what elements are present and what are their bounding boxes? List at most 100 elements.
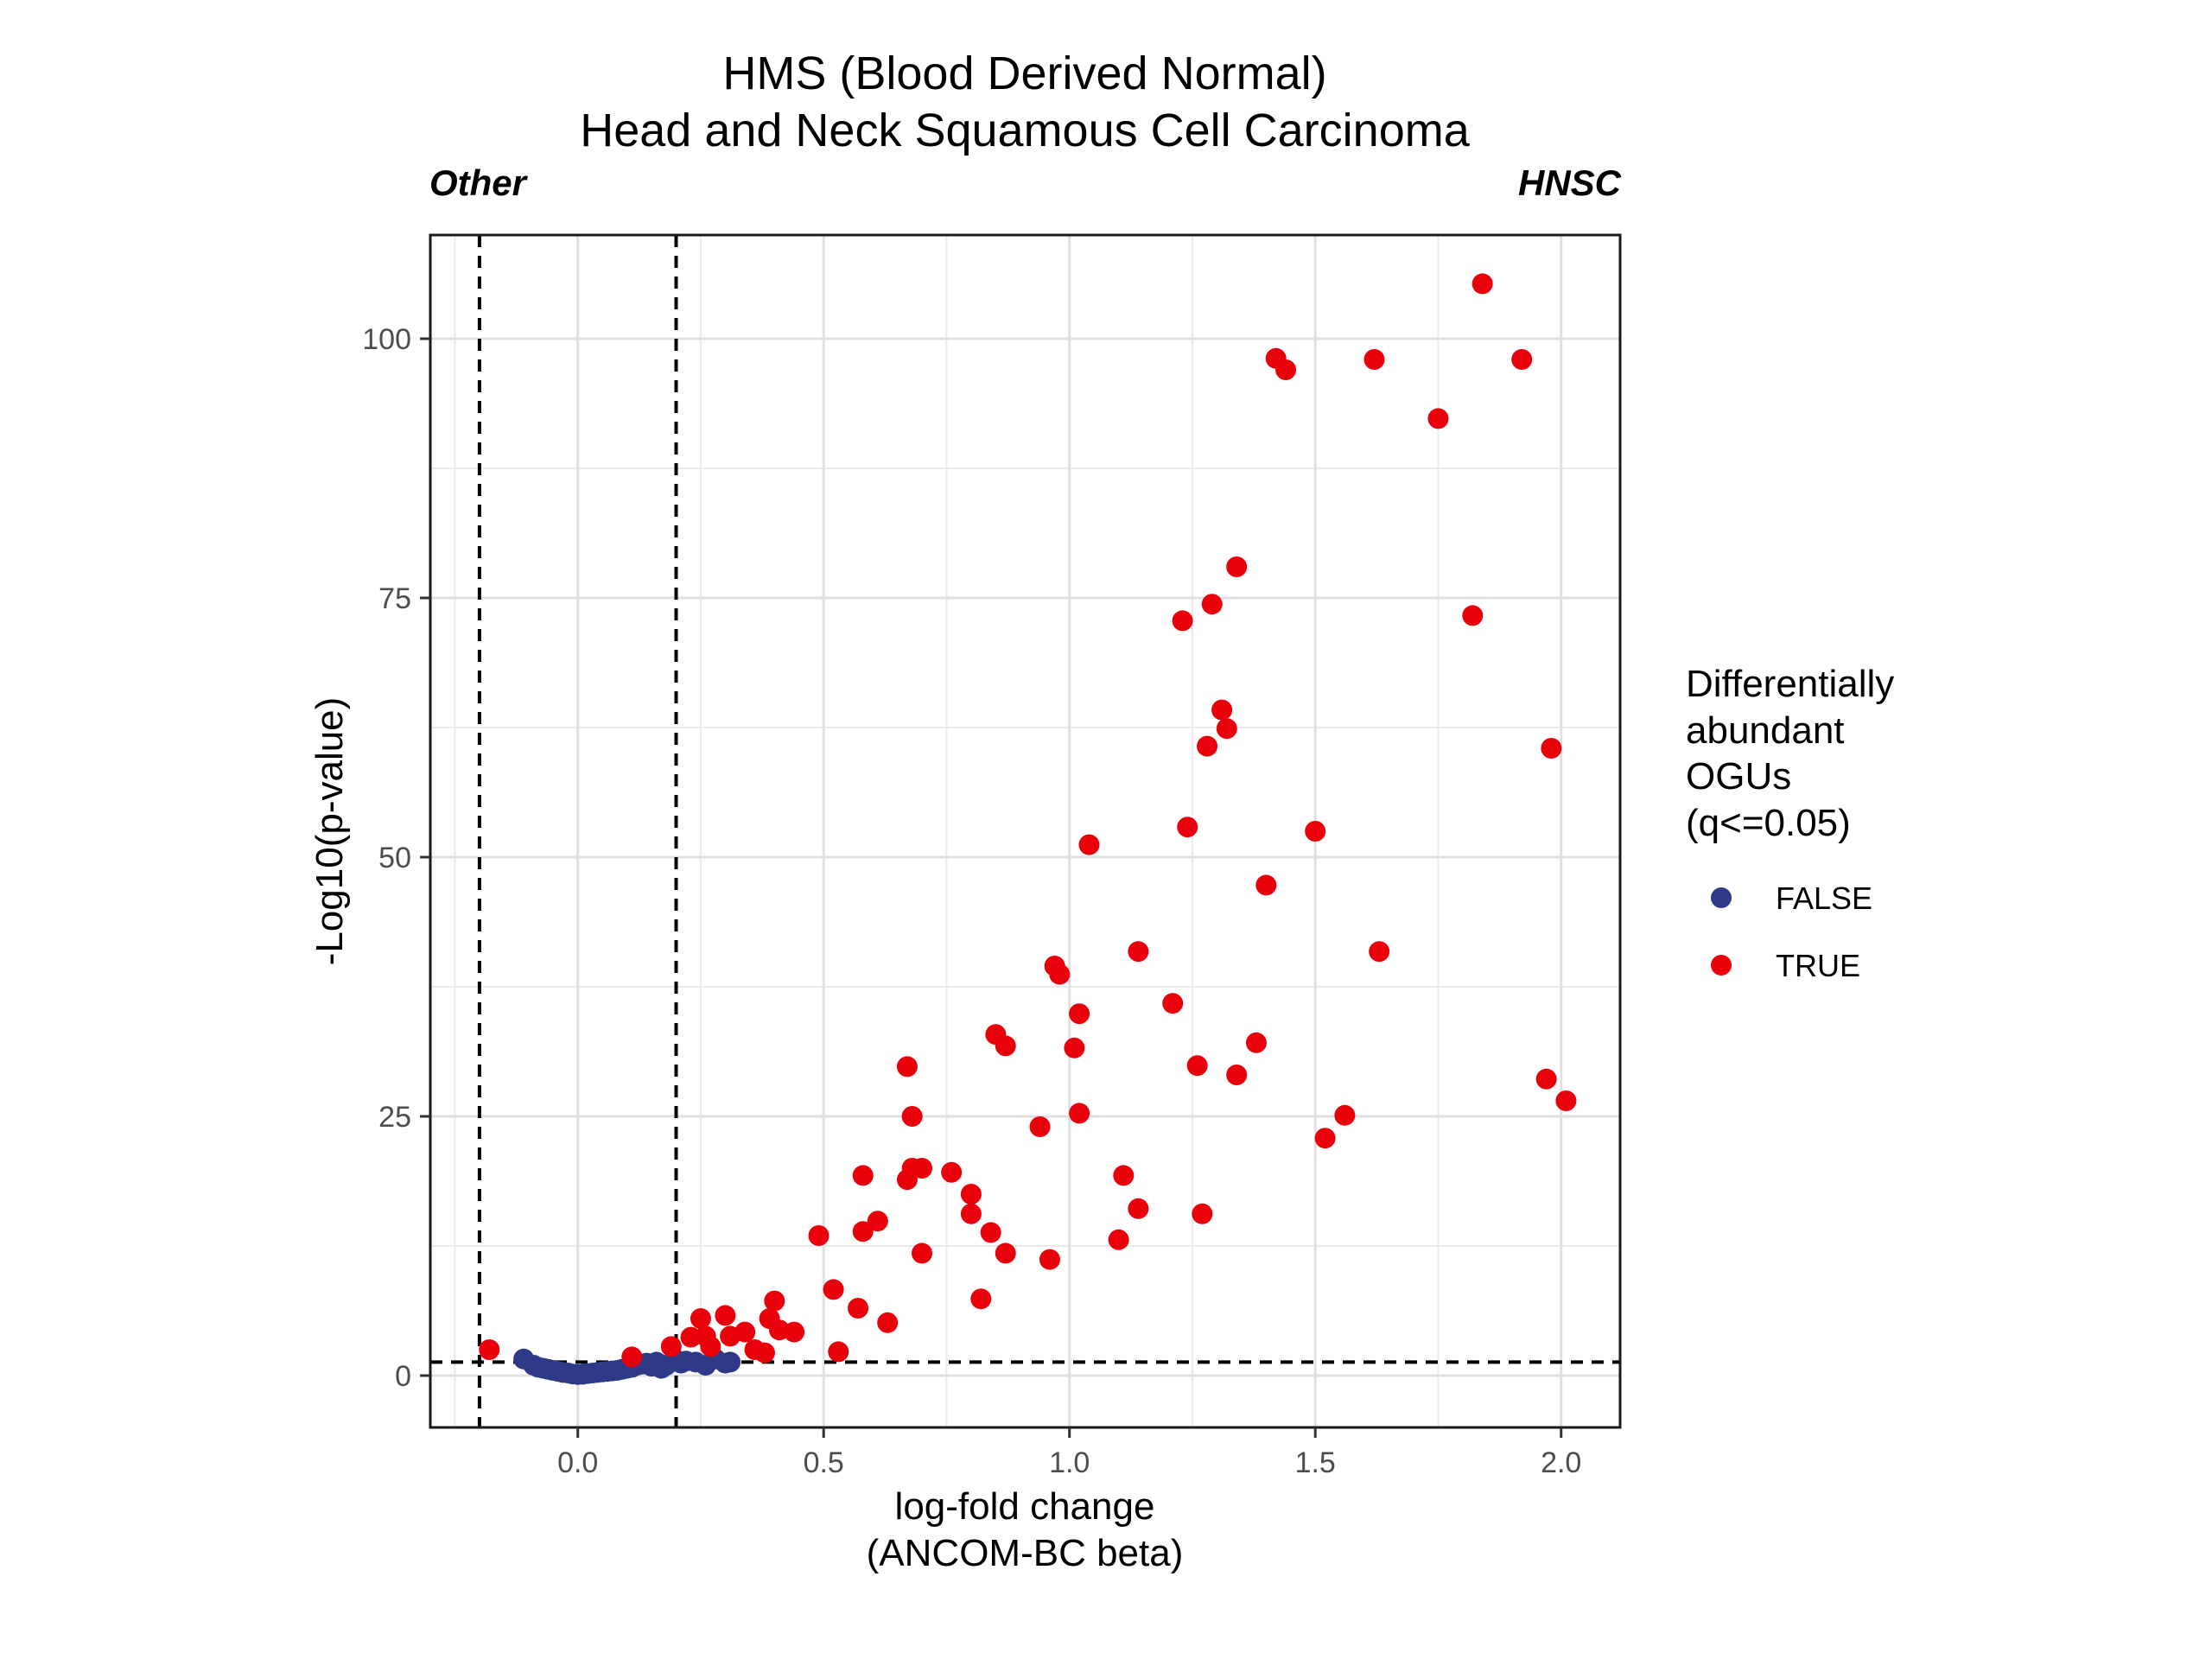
y-axis: 0 25 50 75 100: [362, 323, 430, 1393]
legend: Differentially abundant OGUs (q<=0.05) F…: [1686, 663, 1894, 983]
point-true: [1172, 610, 1193, 632]
point-true: [877, 1312, 899, 1333]
point-true: [1201, 594, 1223, 615]
chart-title-line-2: Head and Neck Squamous Cell Carcinoma: [580, 105, 1470, 156]
point-true: [1113, 1165, 1135, 1186]
legend-key-true: [1711, 955, 1732, 976]
point-true: [1029, 1116, 1051, 1137]
point-true: [1255, 874, 1277, 896]
point-true: [1069, 1003, 1090, 1025]
point-true: [1192, 1203, 1213, 1224]
point-true: [784, 1321, 805, 1343]
point-true: [867, 1211, 888, 1232]
x-tick-label: 1.5: [1295, 1446, 1336, 1479]
point-true: [960, 1203, 982, 1224]
point-true: [1064, 1037, 1085, 1058]
point-true: [1069, 1103, 1090, 1124]
point-true: [1363, 349, 1385, 370]
point-true: [479, 1339, 500, 1360]
y-tick-label: 0: [395, 1360, 411, 1393]
y-tick-label: 75: [378, 582, 411, 615]
point-true: [1462, 605, 1484, 626]
y-tick-label: 25: [378, 1101, 411, 1134]
point-true: [980, 1222, 1001, 1243]
point-true: [680, 1326, 702, 1348]
point-true: [764, 1290, 785, 1312]
point-true: [901, 1106, 923, 1127]
point-true: [1535, 1068, 1557, 1090]
series-true: [479, 273, 1577, 1368]
point-true: [734, 1321, 756, 1343]
point-true: [1511, 349, 1533, 370]
x-axis-title-line-2: (ANCOM-BC beta): [867, 1532, 1184, 1574]
point-true: [960, 1184, 982, 1205]
point-true: [896, 1056, 918, 1077]
legend-title-line-4: (q<=0.05): [1686, 802, 1851, 844]
point-true: [1197, 735, 1218, 757]
x-tick-label: 2.0: [1541, 1446, 1581, 1479]
point-true: [808, 1225, 830, 1246]
point-true: [1314, 1128, 1336, 1149]
point-true: [828, 1341, 849, 1363]
point-true: [753, 1342, 775, 1363]
point-true: [1128, 941, 1149, 963]
legend-title-line-2: abundant: [1686, 709, 1845, 752]
x-axis: 0.0 0.5 1.0 1.5 2.0: [557, 1427, 1581, 1479]
point-true: [1427, 408, 1449, 429]
panel-border: [429, 233, 1622, 1429]
point-true: [621, 1346, 643, 1368]
point-true: [1162, 993, 1184, 1014]
x-tick-label: 0.0: [557, 1446, 598, 1479]
point-true: [660, 1336, 682, 1357]
data-points: [479, 273, 1577, 1385]
point-true: [970, 1288, 992, 1310]
point-true: [995, 1243, 1016, 1264]
point-true: [852, 1165, 874, 1186]
point-true: [715, 1305, 736, 1326]
x-axis-title-line-1: log-fold change: [895, 1485, 1155, 1528]
point-true: [1078, 834, 1100, 855]
legend-label-true: TRUE: [1776, 948, 1860, 983]
point-true: [1039, 1249, 1060, 1270]
y-tick-label: 100: [362, 323, 411, 356]
point-true: [1334, 1104, 1356, 1126]
legend-label-false: FALSE: [1776, 880, 1872, 916]
point-true: [1211, 699, 1233, 721]
point-true: [1275, 359, 1297, 380]
legend-key-false: [1711, 887, 1732, 908]
point-true: [848, 1298, 869, 1319]
point-true: [1226, 556, 1248, 577]
point-true: [1186, 1055, 1208, 1077]
point-true: [912, 1158, 933, 1179]
point-false: [720, 1351, 741, 1373]
point-true: [912, 1243, 933, 1264]
y-axis-title: -Log10(p-value): [308, 697, 351, 966]
corner-label-right: HNSC: [1518, 162, 1622, 203]
corner-label-left: Other: [429, 162, 529, 203]
point-true: [1245, 1032, 1267, 1053]
point-true: [995, 1035, 1016, 1057]
point-true: [1305, 821, 1326, 842]
point-true: [1128, 1198, 1149, 1219]
point-true: [852, 1221, 874, 1243]
point-true: [1049, 963, 1071, 985]
point-true: [1369, 941, 1390, 963]
point-true: [1555, 1090, 1577, 1111]
point-true: [690, 1308, 711, 1329]
point-true: [1471, 273, 1493, 295]
point-true: [1216, 718, 1237, 740]
point-true: [1226, 1065, 1248, 1085]
legend-title-line-3: OGUs: [1686, 755, 1791, 798]
legend-title-line-1: Differentially: [1686, 663, 1894, 705]
point-true: [700, 1336, 721, 1357]
point-true: [1108, 1229, 1129, 1250]
point-true: [941, 1161, 963, 1183]
point-true: [823, 1279, 844, 1300]
x-tick-label: 1.0: [1049, 1446, 1090, 1479]
y-tick-label: 50: [378, 842, 411, 874]
plot-panel: [429, 233, 1622, 1429]
point-true: [1177, 817, 1198, 838]
point-true: [1541, 738, 1562, 759]
